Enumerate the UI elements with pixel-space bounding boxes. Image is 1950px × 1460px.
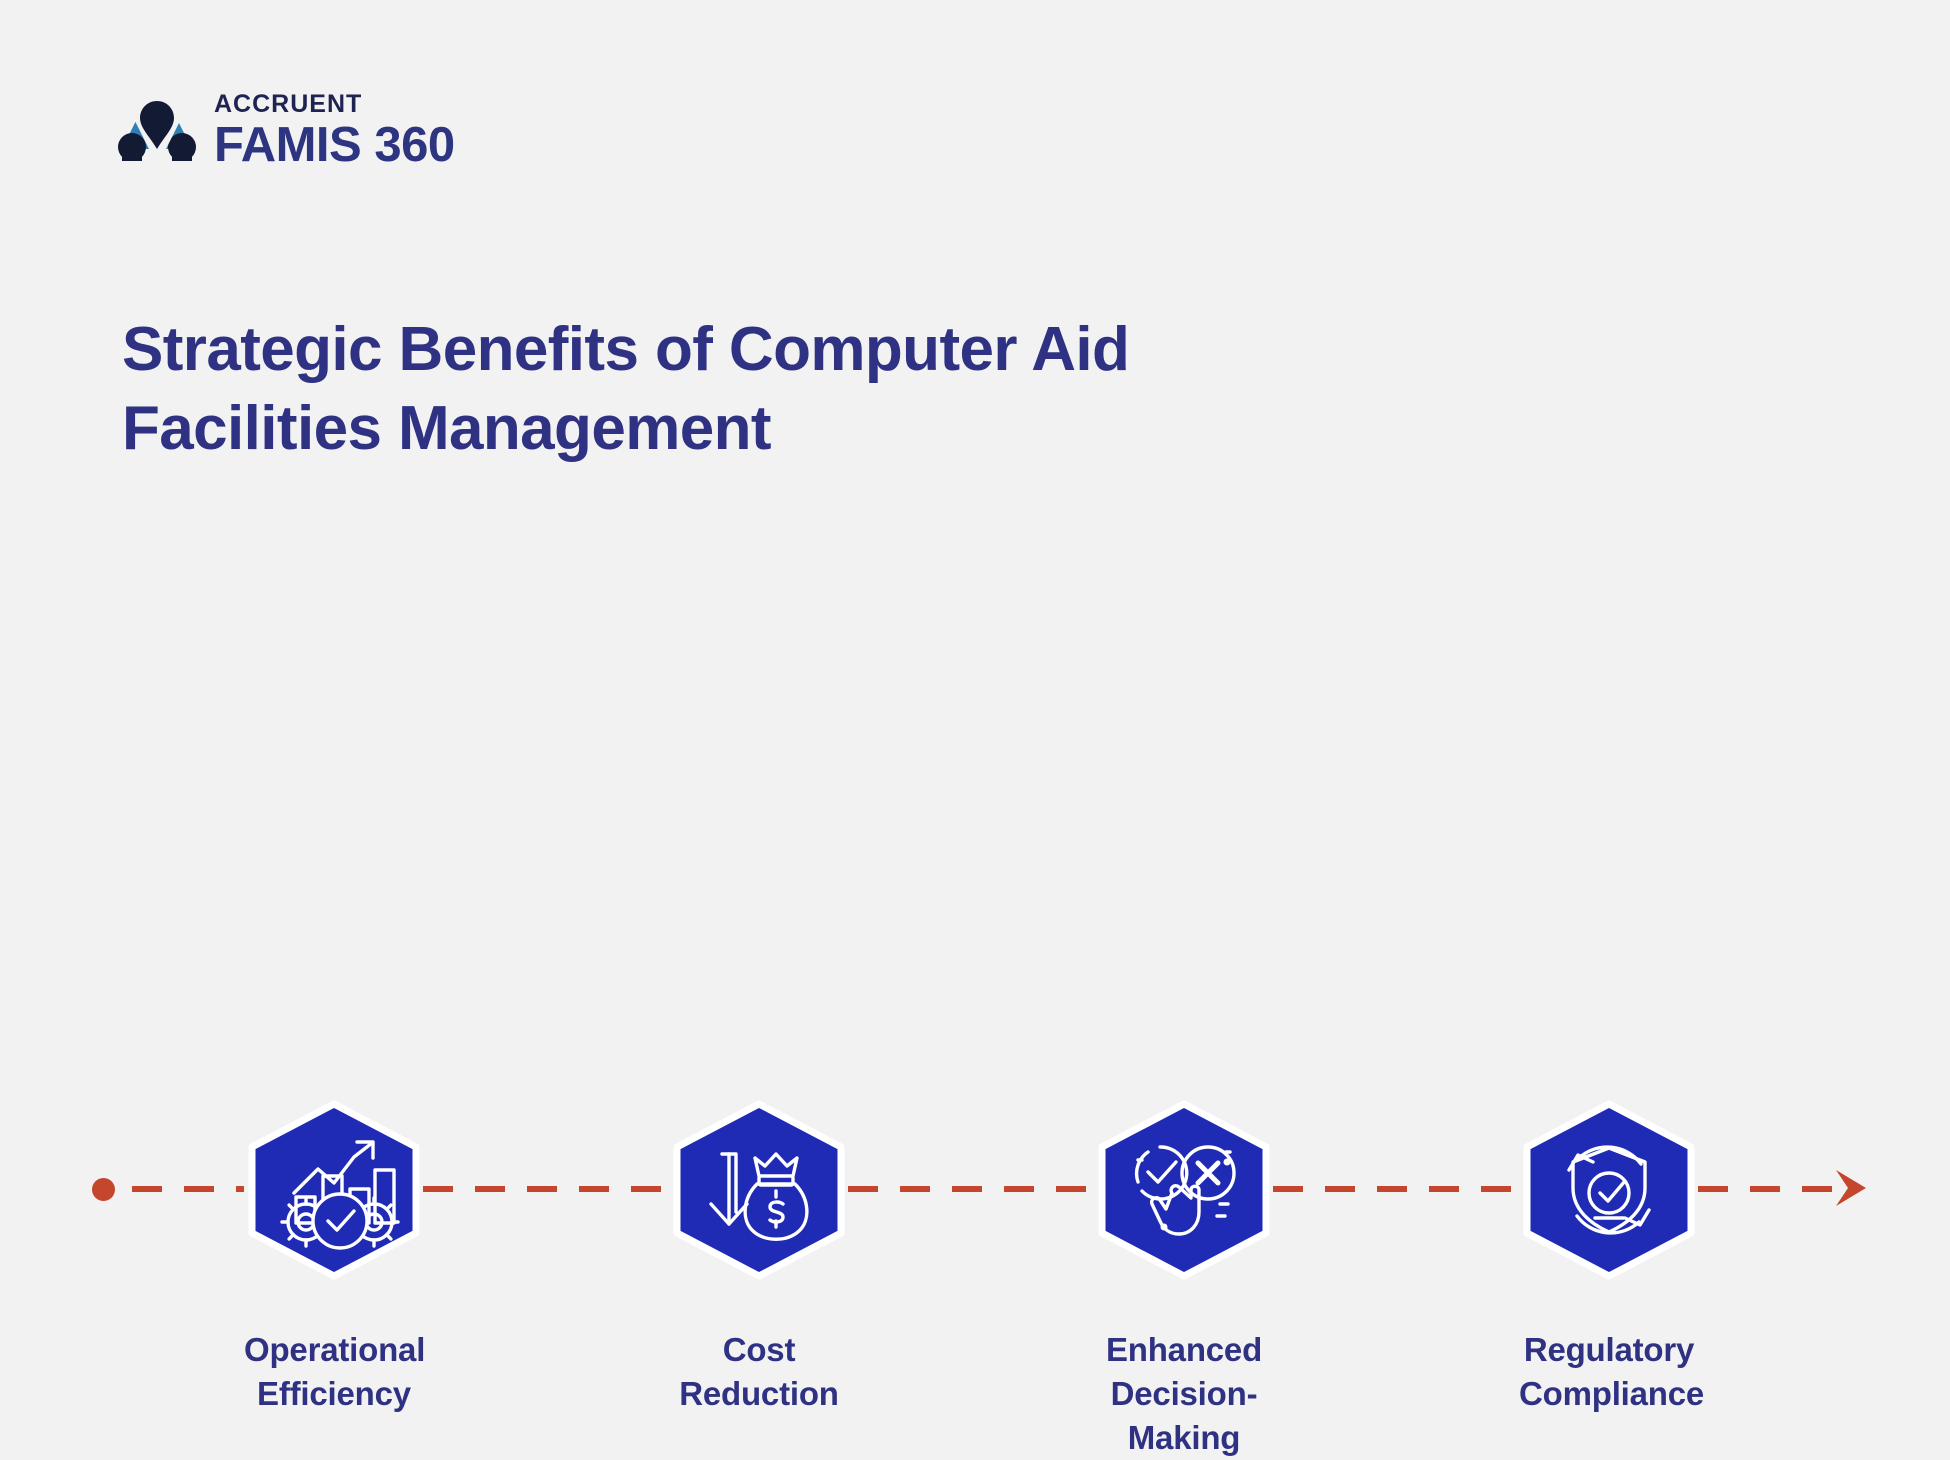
timeline-connector-3 [1273, 1186, 1511, 1192]
timeline-connector-1 [423, 1186, 661, 1192]
accruent-triangle-pin-mark-icon [118, 95, 196, 167]
timeline-track [0, 540, 1950, 1206]
timeline-connector-2 [848, 1186, 1086, 1192]
brand-wordmark: ACCRUENT FAMIS 360 [214, 92, 455, 170]
benefits-timeline: Operational Efficiency [0, 540, 1950, 1456]
step-2-hexagon[interactable] [669, 1100, 849, 1280]
step-4-hexagon[interactable] [1519, 1100, 1699, 1280]
arrow-right-icon [1826, 1164, 1874, 1212]
timeline-step-3[interactable]: Enhanced Decision-Making [1094, 1100, 1274, 1460]
dot-marker-icon [92, 1178, 115, 1201]
page-title-line-1: Strategic Benefits of Computer Aid [122, 314, 1130, 384]
timeline-step-4[interactable]: Regulatory Compliance [1519, 1100, 1705, 1416]
step-1-hexagon[interactable] [244, 1100, 424, 1280]
step-1-label: Operational Efficiency [244, 1331, 426, 1412]
step-4-label: Regulatory Compliance [1519, 1331, 1705, 1412]
brand-name-bottom: FAMIS 360 [214, 118, 455, 172]
timeline-connector-0 [132, 1186, 244, 1192]
page-title: Strategic Benefits of Computer Aid Facil… [122, 310, 1322, 469]
timeline-connector-4 [1698, 1186, 1832, 1192]
step-2-label: Cost Reduction [679, 1331, 839, 1412]
page-title-line-2: Facilities Management [122, 393, 772, 463]
timeline-step-2[interactable]: Cost Reduction [669, 1100, 849, 1416]
step-3-hexagon[interactable] [1094, 1100, 1274, 1280]
timeline-step-1[interactable]: Operational Efficiency [244, 1100, 426, 1416]
step-3-label: Enhanced Decision-Making [1105, 1331, 1263, 1456]
brand-name-top: ACCRUENT [214, 90, 363, 118]
brand-logo: ACCRUENT FAMIS 360 [118, 92, 455, 170]
